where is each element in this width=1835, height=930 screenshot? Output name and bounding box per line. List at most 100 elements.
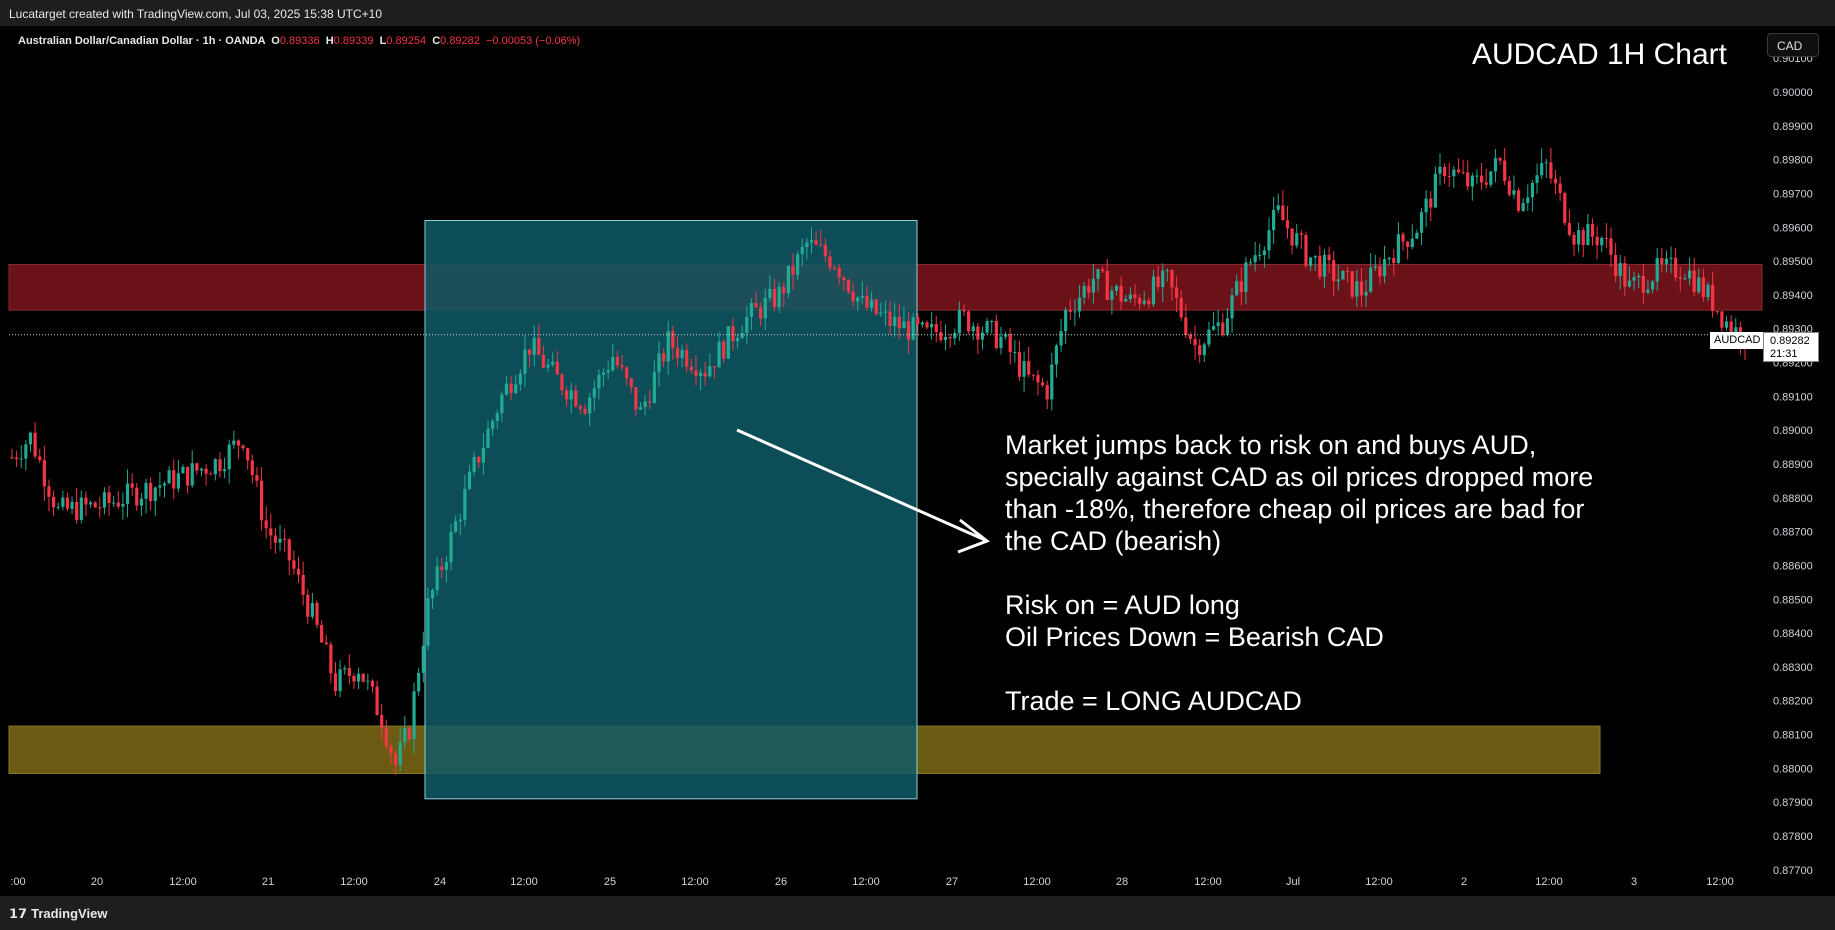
candle-body <box>1614 254 1618 276</box>
candle-body <box>1188 334 1193 339</box>
candle-body <box>1198 345 1202 355</box>
candle-body <box>1660 258 1664 264</box>
candle-body <box>1572 234 1576 245</box>
candle-body <box>1683 278 1687 280</box>
y-tick-label: 0.89800 <box>1773 155 1813 167</box>
candle-body <box>393 753 398 766</box>
candle-body <box>980 332 985 340</box>
candle-body <box>675 347 680 358</box>
candle-body <box>569 390 573 400</box>
candle-body <box>1604 237 1608 239</box>
x-tick-label: 2 <box>1461 876 1467 888</box>
x-tick-label: 12:00 <box>1194 876 1222 888</box>
x-tick-label: 21 <box>262 876 274 888</box>
candle-body <box>1623 263 1627 287</box>
candle-body <box>791 265 795 275</box>
candle-body <box>514 384 518 393</box>
candle-body <box>10 457 14 459</box>
chart-title: AUDCAD 1H Chart <box>1471 38 1727 71</box>
candle-body <box>1022 361 1026 377</box>
candle-body <box>24 444 28 459</box>
candle-body <box>213 459 217 475</box>
candle-body <box>1586 224 1590 246</box>
candle-body <box>1262 250 1266 256</box>
candle-body <box>541 355 546 368</box>
candle-body <box>925 322 929 328</box>
annotation-line: Market jumps back to risk on and buys AU… <box>1005 430 1537 460</box>
candle-body <box>1452 169 1456 177</box>
tradingview-logo[interactable]: 𝟭𝟳 TradingView <box>9 906 107 922</box>
candle-body <box>703 372 707 377</box>
candle-body <box>1036 375 1040 383</box>
annotation-line: than -18%, therefore cheap oil prices ar… <box>1005 494 1585 524</box>
candle-body <box>846 280 851 292</box>
candle-body <box>1382 259 1387 277</box>
candle-body <box>1618 263 1622 276</box>
candle-body <box>1674 257 1678 278</box>
candle-body <box>967 311 971 332</box>
candle-body <box>1433 173 1437 208</box>
candle-body <box>1313 255 1317 258</box>
y-tick-label: 0.89100 <box>1773 391 1813 403</box>
candle-body <box>726 326 730 359</box>
candle-body <box>421 645 425 673</box>
candle-body <box>1701 277 1706 297</box>
candle-body <box>1697 277 1701 293</box>
symbol-legend: Australian Dollar/Canadian Dollar · 1h ·… <box>18 35 580 47</box>
candle-body <box>916 317 920 325</box>
candle-body <box>1050 364 1054 400</box>
candle-body <box>1479 175 1484 183</box>
candle-body <box>1493 158 1498 172</box>
candle-body <box>685 349 689 367</box>
candle-body <box>407 728 412 740</box>
candle-body <box>398 742 402 766</box>
candle-body <box>1438 166 1442 174</box>
candle-body <box>735 338 740 342</box>
candle-body <box>1553 178 1558 184</box>
candle-body <box>625 367 629 379</box>
candle-body <box>107 492 111 504</box>
candle-body <box>971 326 975 332</box>
candle-body <box>1456 169 1461 173</box>
candle-body <box>61 497 65 507</box>
legend-o-label: O <box>271 35 280 47</box>
candle-body <box>805 242 809 248</box>
candle-body <box>717 341 721 368</box>
candle-body <box>990 321 994 323</box>
candle-body <box>181 466 185 474</box>
candle-body <box>860 295 864 298</box>
candle-body <box>38 456 42 461</box>
candle-body <box>1068 310 1072 312</box>
candle-body <box>172 470 176 489</box>
candle-body <box>329 644 333 674</box>
annotation-arrow <box>736 428 986 542</box>
price-axis[interactable] <box>1762 26 1835 896</box>
candle-body <box>56 506 60 508</box>
annotation-line: specially against CAD as oil prices drop… <box>1005 462 1594 492</box>
countdown-value: 21:31 <box>1770 348 1798 360</box>
candle-body <box>934 324 938 333</box>
candle-body <box>1378 266 1382 277</box>
candle-body <box>412 691 416 740</box>
candle-body <box>592 388 596 398</box>
candle-body <box>518 373 522 385</box>
last-price-symbol-tag: AUDCAD <box>1710 332 1765 349</box>
currency-button[interactable]: CAD <box>1767 33 1819 57</box>
candle-body <box>1096 269 1100 279</box>
candle-body <box>70 501 74 509</box>
candle-body <box>320 624 324 643</box>
x-tick-label: 12:00 <box>1706 876 1734 888</box>
candle-body <box>486 428 490 448</box>
candle-body <box>347 668 351 676</box>
candle-body <box>1512 190 1516 195</box>
candle-body <box>222 469 227 472</box>
candle-body <box>232 440 236 445</box>
candle-body <box>167 470 171 484</box>
candle-body <box>1216 322 1220 326</box>
candle-body <box>1101 269 1105 272</box>
candle-body <box>920 322 925 325</box>
candle-body <box>1627 280 1632 287</box>
candle-body <box>1461 172 1465 174</box>
x-tick-label: 12:00 <box>1535 876 1563 888</box>
candle-body <box>768 288 772 299</box>
